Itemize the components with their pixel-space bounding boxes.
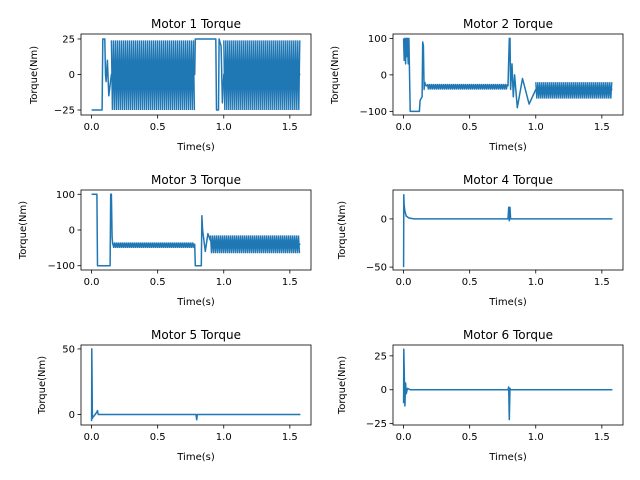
axes-frame (392, 189, 624, 271)
x-tick-label: 0.5 (150, 277, 166, 288)
x-tick-label: 1.5 (282, 432, 298, 443)
x-axis-label: Time(s) (488, 452, 527, 463)
oscillation-band (426, 83, 509, 90)
y-tick-label: 0 (381, 214, 387, 225)
x-tick-label: 1.5 (594, 122, 610, 133)
x-tick-label: 1.0 (528, 277, 544, 288)
subplot-title: Motor 3 Torque (151, 173, 241, 187)
y-axis-label: Torque(Nm) (337, 201, 348, 260)
x-tick-label: 0.5 (462, 432, 478, 443)
axes-frame (392, 344, 624, 426)
subplot-motor-4: Motor 4 Torque Time(s) Torque(Nm) 0.0 0.5… (337, 173, 624, 308)
series-line (90, 348, 301, 422)
x-tick-label: 0.0 (396, 432, 412, 443)
x-tick-label: 0.5 (150, 122, 166, 133)
x-tick-label: 0.5 (150, 432, 166, 443)
x-axis-label: Time(s) (488, 142, 527, 153)
y-tick-label: 0 (381, 385, 387, 396)
plot-area (402, 37, 613, 113)
series-line (402, 348, 613, 421)
x-tick-label: 0.0 (396, 122, 412, 133)
x-tick-label: 0.5 (462, 277, 478, 288)
plot-area (91, 193, 301, 267)
subplot-motor-6: Motor 6 Torque Time(s) Torque(Nm) 0.0 0.5… (337, 328, 624, 463)
y-tick-label: 0 (69, 226, 75, 237)
y-tick-label: 25 (62, 34, 75, 45)
subplot-title: Motor 1 Torque (151, 17, 241, 31)
x-tick-label: 0.5 (462, 122, 478, 133)
plot-area (91, 38, 301, 111)
y-tick-label: −100 (48, 261, 75, 272)
series-line (402, 37, 613, 113)
y-tick-label: −50 (366, 263, 387, 274)
y-axis-label: Torque(Nm) (37, 356, 48, 415)
x-tick-label: 1.0 (216, 432, 232, 443)
y-tick-label: 0 (381, 70, 387, 81)
x-tick-label: 1.5 (594, 277, 610, 288)
subplot-motor-3: Motor 3 Torque Time(s) Torque(Nm) 0.0 0.5… (18, 173, 312, 308)
y-tick-label: 25 (374, 351, 387, 362)
y-tick-label: 0 (69, 410, 75, 421)
x-tick-label: 1.0 (528, 432, 544, 443)
series-line (91, 193, 301, 267)
series-line (91, 38, 301, 111)
x-tick-label: 0.0 (84, 277, 100, 288)
y-axis-label: Torque(Nm) (330, 46, 341, 105)
x-axis-label: Time(s) (176, 142, 215, 153)
x-tick-label: 1.0 (216, 122, 232, 133)
plot-area (402, 194, 613, 268)
x-tick-label: 0.0 (84, 122, 100, 133)
plot-area (90, 348, 301, 422)
y-tick-label: 100 (368, 34, 387, 45)
x-tick-label: 0.0 (84, 432, 100, 443)
plot-area (402, 348, 613, 421)
oscillation-band (535, 82, 613, 99)
x-tick-label: 1.0 (528, 122, 544, 133)
y-axis-label: Torque(Nm) (29, 46, 40, 105)
subplot-motor-5: Motor 5 Torque Time(s) Torque(Nm) 0.0 0.5… (37, 328, 312, 463)
x-tick-label: 1.5 (594, 432, 610, 443)
y-axis-label: Torque(Nm) (337, 356, 348, 415)
y-tick-label: −25 (366, 419, 387, 430)
y-tick-label: 50 (62, 344, 75, 355)
x-tick-label: 1.5 (282, 277, 298, 288)
x-axis-label: Time(s) (488, 297, 527, 308)
subplot-title: Motor 6 Torque (463, 328, 553, 342)
x-tick-label: 1.0 (216, 277, 232, 288)
oscillation-band (223, 40, 301, 111)
subplot-motor-2: Motor 2 Torque Time(s) Torque(Nm) 0.0 0.5… (330, 17, 624, 153)
x-tick-label: 0.0 (396, 277, 412, 288)
y-axis-label: Torque(Nm) (18, 201, 29, 260)
oscillation-band (112, 242, 195, 249)
series-line (402, 194, 613, 268)
subplot-motor-1: Motor 1 Torque Time(s) Torque(Nm) 0.0 0.5… (29, 17, 312, 153)
x-axis-label: Time(s) (176, 452, 215, 463)
y-tick-label: 0 (69, 70, 75, 81)
x-tick-label: 1.5 (282, 122, 298, 133)
y-tick-label: −100 (360, 107, 387, 118)
subplot-title: Motor 5 Torque (151, 328, 241, 342)
subplot-title: Motor 2 Torque (463, 17, 553, 31)
y-tick-label: 100 (56, 190, 75, 201)
y-tick-label: −25 (54, 106, 75, 117)
axes-frame (80, 344, 312, 426)
subplot-title: Motor 4 Torque (463, 173, 553, 187)
x-axis-label: Time(s) (176, 297, 215, 308)
